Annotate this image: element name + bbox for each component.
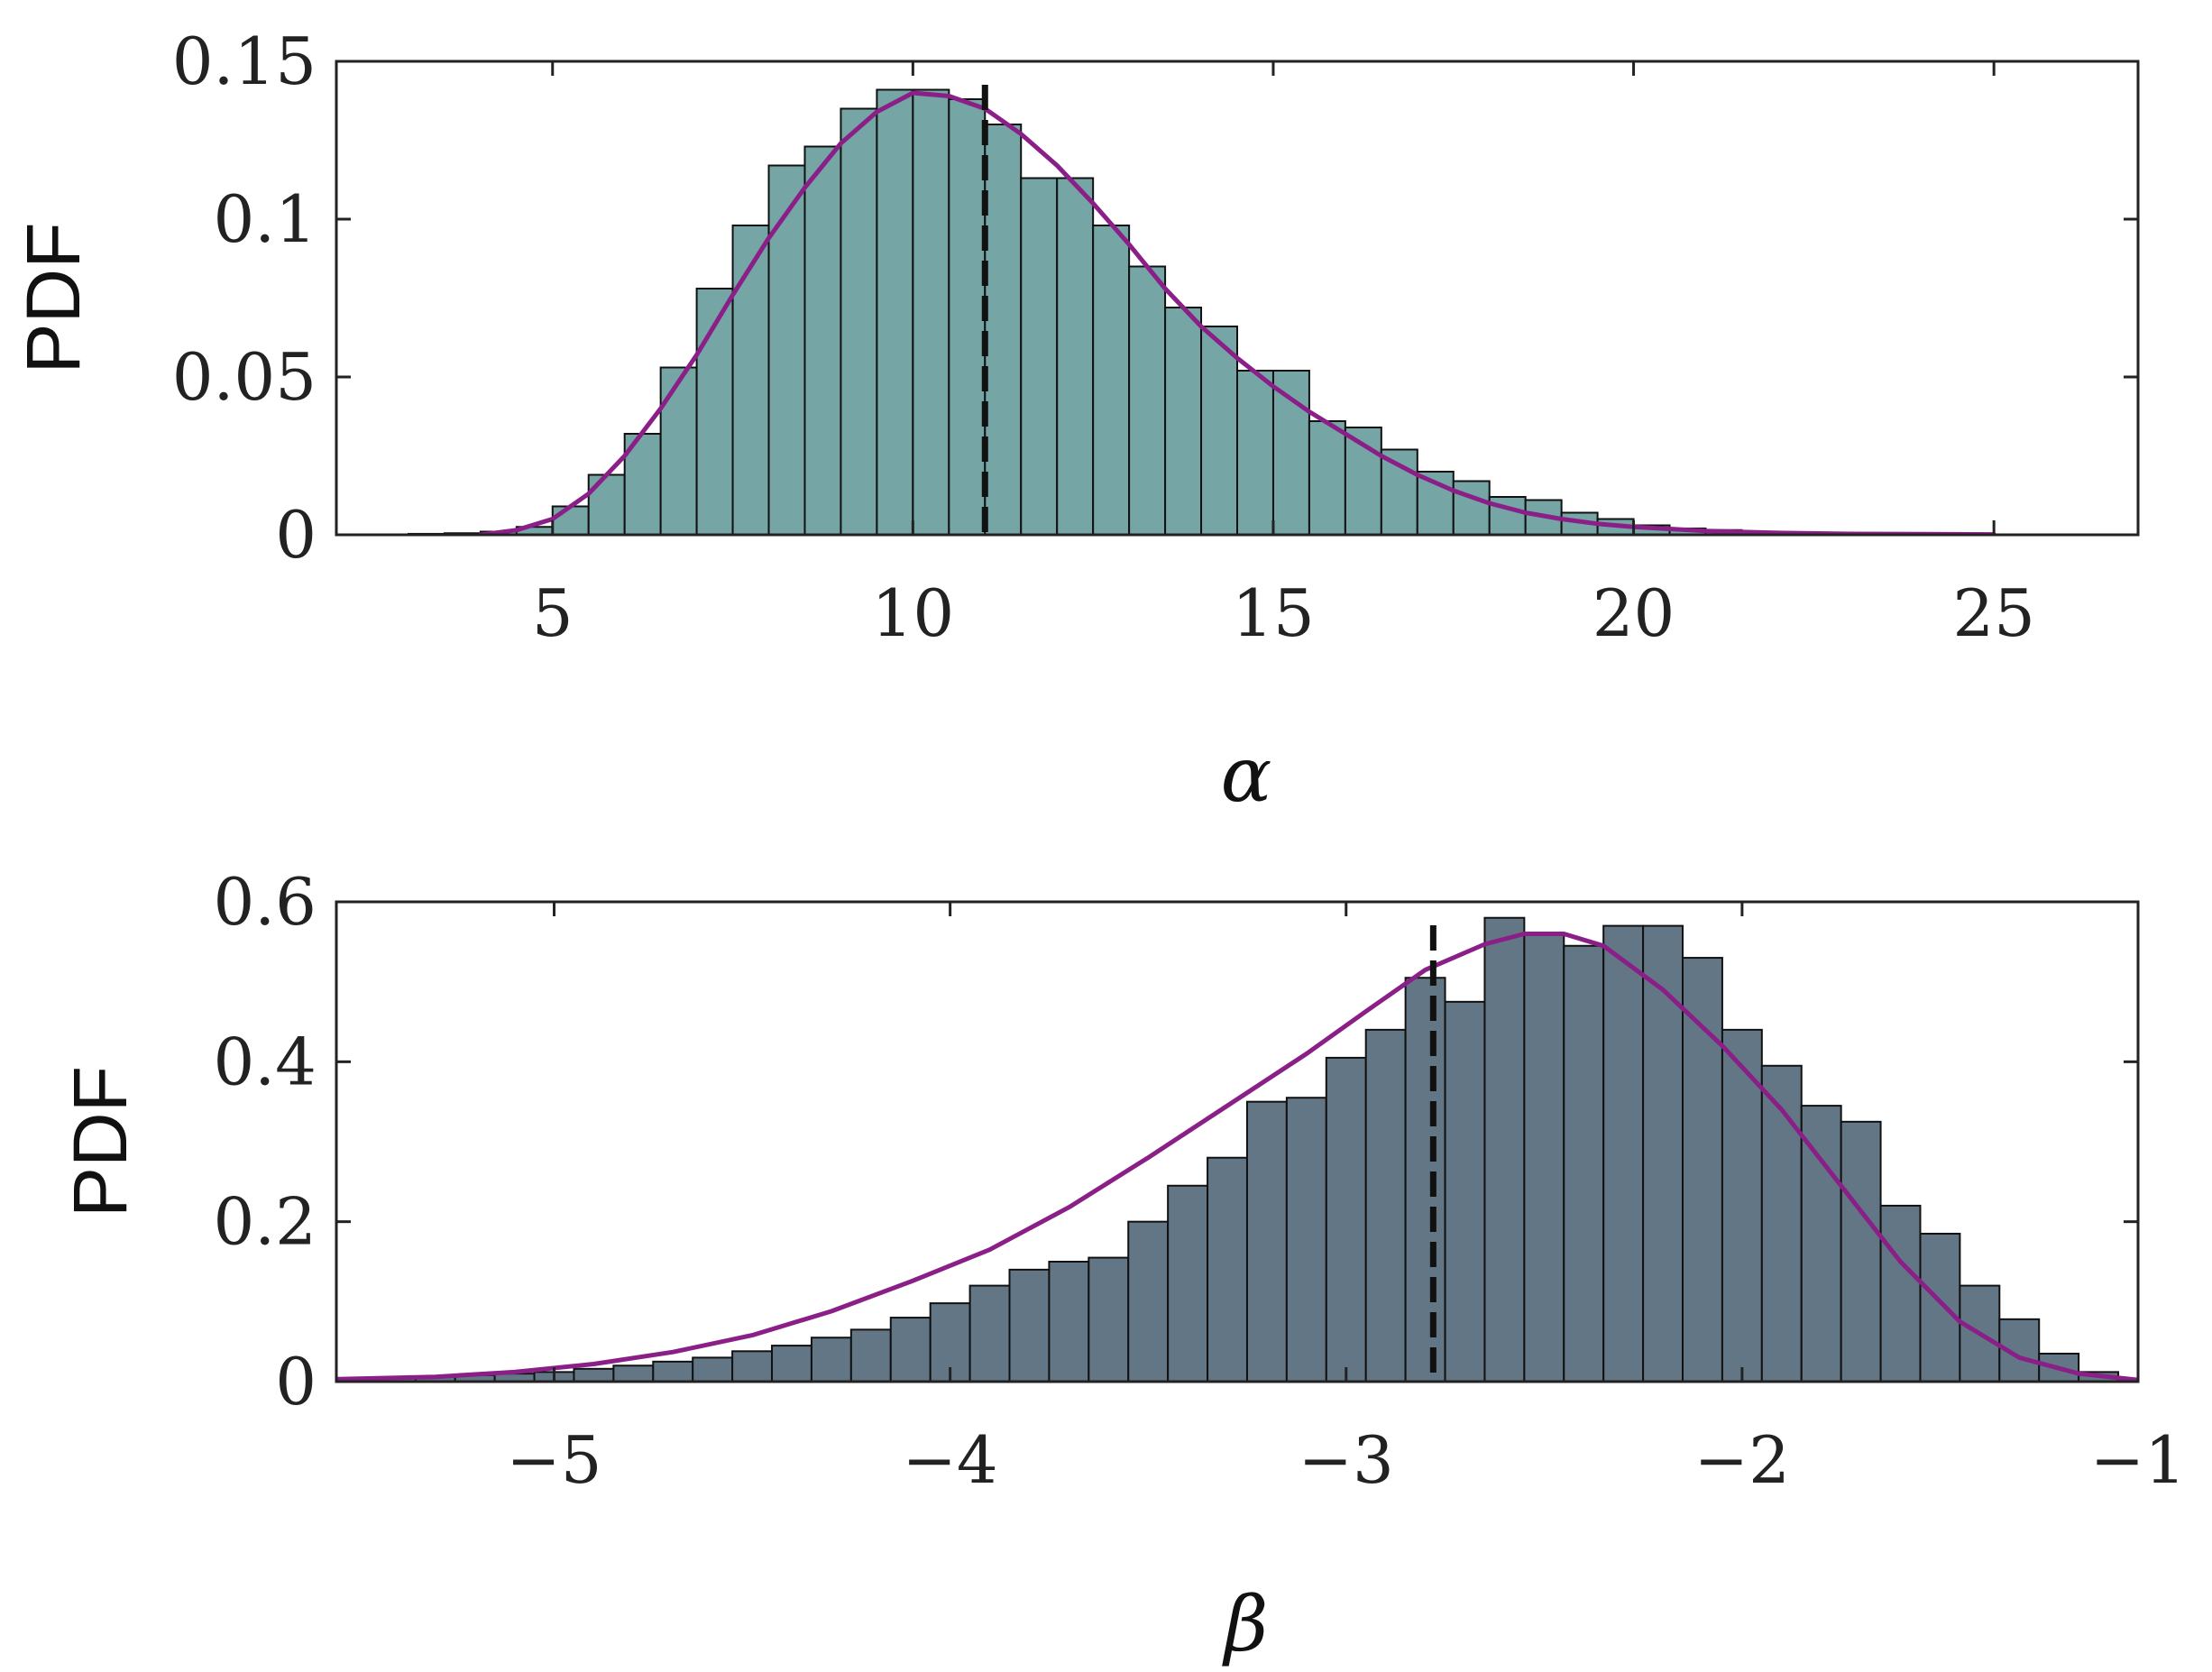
alpha-x-tick-label: 20 (1592, 575, 1675, 651)
beta-histogram-bar (652, 1360, 694, 1382)
beta-histogram-bar (771, 1345, 812, 1382)
beta-histogram-bar (2038, 1352, 2080, 1382)
beta-histogram-bar (1760, 1064, 1803, 1382)
beta-y-tick-label: 0.6 (213, 864, 317, 940)
beta-histogram-bar (1088, 1256, 1130, 1382)
alpha-x-axis-label: α (1221, 730, 1272, 819)
beta-histogram-bar (1840, 1120, 1882, 1382)
beta-histogram-bar (1325, 1056, 1367, 1382)
beta-x-tick-label: −2 (1694, 1422, 1790, 1498)
beta-histogram-bar (1563, 944, 1605, 1382)
beta-y-axis-label: PDF (58, 1066, 142, 1217)
beta-histogram-panel: −5 −4 −3 −2 −1 0 0.2 0.4 0.6 PDF β (58, 864, 2186, 1668)
alpha-histogram-bar (948, 98, 987, 535)
alpha-histogram-bar (1128, 265, 1167, 535)
alpha-histogram-bar (1452, 480, 1491, 535)
alpha-histogram-bar (1308, 420, 1346, 535)
beta-y-tick-label: 0.4 (213, 1024, 317, 1099)
alpha-y-tick-label: 0.05 (172, 339, 317, 415)
alpha-histogram-bar (803, 145, 842, 535)
alpha-histogram-bar (551, 505, 590, 535)
alpha-histogram-bar (1271, 370, 1310, 535)
alpha-y-axis-label: PDF (11, 223, 96, 374)
beta-histogram-bar (1364, 1028, 1407, 1382)
alpha-histogram-bar (1560, 511, 1599, 535)
beta-histogram-bar (1285, 1097, 1327, 1382)
beta-histogram-bar (1127, 1220, 1170, 1382)
alpha-y-tick-label: 0.1 (213, 181, 317, 257)
beta-histogram-bar (692, 1356, 734, 1382)
beta-histogram-bar (1682, 957, 1723, 1382)
alpha-x-tick-label: 5 (532, 575, 574, 651)
alpha-x-tick-label: 10 (872, 575, 955, 651)
beta-x-tick-label: −5 (506, 1422, 601, 1498)
beta-histogram-bar (1800, 1105, 1842, 1382)
beta-histogram-bar (1444, 1000, 1486, 1382)
alpha-axes-box (335, 60, 2140, 537)
alpha-x-tick-label: 15 (1232, 575, 1315, 651)
beta-histogram-bar (1642, 924, 1684, 1382)
alpha-histogram-bar (1020, 177, 1059, 535)
alpha-histogram-bar (1236, 370, 1274, 535)
beta-histogram-bar (1483, 916, 1526, 1382)
beta-histogram-bar (1523, 932, 1565, 1382)
beta-histogram-bar (1602, 924, 1645, 1382)
alpha-histogram-bar (767, 164, 806, 535)
alpha-histogram-bar (840, 107, 878, 535)
beta-x-tick-label: −4 (903, 1422, 998, 1498)
alpha-y-tick-label: 0.15 (172, 23, 317, 99)
alpha-histogram-bar (659, 366, 698, 535)
alpha-histogram-bar (1380, 448, 1418, 535)
beta-x-tick-label: −3 (1299, 1422, 1394, 1498)
beta-histogram-bar (1048, 1261, 1090, 1382)
alpha-histogram-bar (1092, 225, 1131, 535)
beta-histogram-bar (612, 1364, 655, 1382)
beta-y-tick-label: 0 (275, 1344, 317, 1419)
beta-y-tick-label: 0.2 (213, 1184, 317, 1260)
beta-density-curve (336, 932, 2138, 1382)
alpha-histogram-bar (876, 88, 914, 535)
beta-histogram-bar (1404, 977, 1446, 1382)
beta-histogram-bar (849, 1328, 892, 1382)
beta-histogram-bar (1207, 1156, 1248, 1382)
beta-histogram-bar (810, 1337, 852, 1382)
beta-histogram-bar (1919, 1232, 1961, 1382)
alpha-histogram-bar (984, 124, 1023, 535)
beta-histogram-bar (889, 1317, 932, 1382)
beta-histogram-bar (968, 1284, 1011, 1382)
alpha-histogram-bar (1164, 307, 1203, 535)
alpha-x-tick-label: 25 (1952, 575, 2035, 651)
alpha-plot-area (407, 85, 2138, 535)
alpha-histogram-bar (587, 473, 626, 535)
beta-x-tick-label: −1 (2090, 1422, 2186, 1498)
beta-axes-box (335, 900, 2140, 1383)
beta-histogram-bar (731, 1350, 774, 1382)
beta-x-axis-label: β (1222, 1580, 1269, 1668)
alpha-histogram-bar (912, 88, 950, 535)
alpha-histogram-bar (1200, 326, 1239, 535)
alpha-histogram-bar (731, 225, 770, 535)
beta-histogram-bar (1167, 1184, 1209, 1382)
beta-histogram-bar (573, 1367, 615, 1382)
beta-histogram-bar (1721, 1028, 1763, 1382)
beta-histogram-bar (1245, 1100, 1288, 1382)
beta-histogram-bar (1879, 1204, 1922, 1382)
alpha-density-curve (478, 90, 1996, 535)
alpha-histogram-bar (1416, 471, 1455, 535)
beta-histogram-bar (1008, 1268, 1051, 1382)
alpha-histogram-bar (1056, 177, 1095, 535)
beta-plot-area (336, 916, 2138, 1382)
alpha-histogram-panel: 5 10 15 20 25 0 0.05 0.1 0.15 PDF α (11, 23, 2140, 819)
alpha-y-tick-label: 0 (275, 497, 317, 573)
